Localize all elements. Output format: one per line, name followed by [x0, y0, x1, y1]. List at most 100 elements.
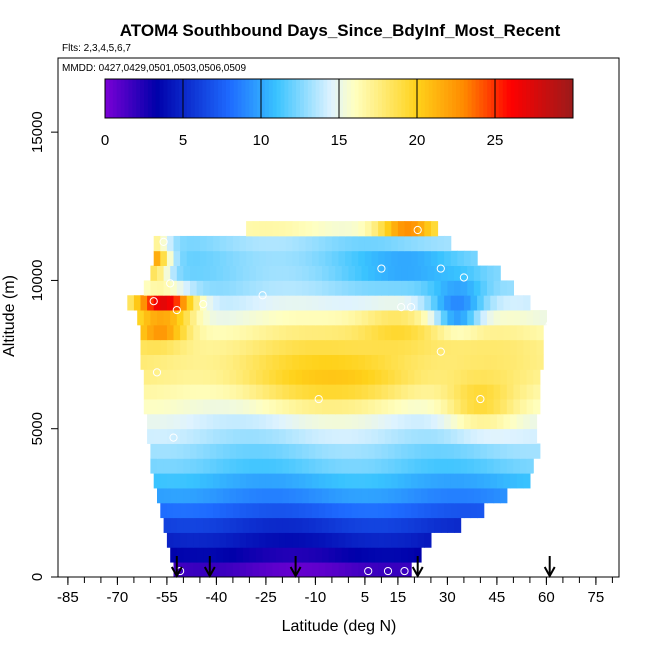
heat-cell [490, 339, 498, 355]
heat-cell [302, 399, 310, 415]
heat-cell [180, 473, 188, 489]
colorbar-swatch [537, 79, 543, 118]
colorbar-swatch [561, 79, 566, 118]
heat-cell [513, 384, 521, 400]
heat-cell [289, 547, 297, 563]
heat-cell [256, 265, 264, 281]
heat-cell [170, 280, 178, 296]
heat-cell [368, 488, 376, 504]
heat-cell [381, 265, 389, 281]
heat-cell [203, 310, 211, 326]
heat-cell [242, 384, 250, 400]
heat-cell [322, 384, 330, 400]
heat-cell [305, 532, 313, 548]
flight-arrow-head [170, 566, 183, 579]
sample-point [383, 566, 393, 576]
heat-cell [325, 532, 333, 548]
heat-cell [404, 413, 412, 430]
heat-cell [166, 295, 175, 311]
heat-cell [246, 532, 254, 548]
heat-cell [348, 280, 356, 296]
heat-cell [298, 295, 307, 311]
heat-cell [246, 295, 254, 311]
heat-cell [421, 458, 429, 474]
heat-cell [394, 458, 402, 474]
heat-cell [239, 428, 247, 444]
heat-cell [364, 295, 373, 311]
y-tick-label: 15000 [29, 111, 46, 153]
heat-cell [477, 354, 485, 370]
heat-cell [364, 235, 373, 252]
heat-cell [295, 488, 303, 504]
heat-cell [206, 413, 214, 430]
heat-cell [239, 235, 247, 252]
heat-cell [444, 413, 452, 430]
heat-cell [520, 384, 528, 400]
heat-cell [252, 532, 260, 548]
heat-cell [163, 458, 171, 474]
heat-cell [322, 399, 330, 415]
heat-cell [397, 339, 406, 355]
colorbar-swatch [175, 79, 180, 118]
heat-cell [374, 310, 382, 326]
heat-cell [331, 562, 340, 577]
heat-cell [223, 443, 231, 459]
heat-cell [371, 221, 379, 237]
heat-cell [305, 502, 313, 519]
heat-cell [457, 413, 465, 430]
heat-cell [440, 443, 448, 459]
heat-cell [503, 473, 511, 489]
heat-cell [239, 295, 247, 311]
heat-cell [232, 502, 241, 519]
heat-cell [480, 458, 488, 474]
heat-cell [477, 324, 485, 341]
heat-cell [285, 413, 293, 430]
heat-cell [401, 488, 409, 504]
heat-cell [203, 488, 211, 504]
colorbar-swatch [190, 79, 196, 118]
heat-cell [295, 458, 303, 474]
heat-cell [411, 235, 419, 252]
heat-cell [216, 399, 224, 415]
heat-cell [401, 443, 409, 459]
heat-cell [160, 324, 168, 341]
heat-cell [265, 250, 274, 266]
heat-cell [226, 413, 234, 430]
heat-cell [450, 473, 458, 489]
heat-cell [166, 413, 175, 430]
heat-cell [163, 443, 171, 459]
heat-cell [378, 473, 386, 489]
heat-cell [331, 250, 340, 266]
heat-cell [388, 517, 396, 533]
heat-cell [153, 473, 161, 489]
heat-cell [424, 502, 432, 519]
heat-cell [160, 339, 168, 355]
heat-cell [397, 428, 406, 444]
heat-cell [279, 354, 287, 370]
heat-cell [256, 369, 264, 385]
heat-cell [361, 458, 369, 474]
heat-cell [440, 265, 448, 281]
heat-cell [289, 310, 297, 326]
heat-cell [529, 428, 538, 444]
heat-cell [176, 488, 184, 504]
heat-cell [186, 473, 194, 489]
colorbar-swatch [444, 79, 449, 118]
heat-cell [150, 399, 158, 415]
heat-cell [206, 502, 214, 519]
heat-cell [285, 502, 293, 519]
heat-cell [239, 473, 247, 489]
heat-cell [318, 562, 326, 577]
heat-cell [364, 428, 373, 444]
heat-cell [236, 310, 244, 326]
heat-cell [487, 369, 495, 385]
heat-cell [213, 428, 221, 444]
heat-cell [417, 324, 425, 341]
heat-cell [252, 235, 260, 252]
heat-cell [331, 221, 340, 237]
heat-cell [493, 384, 501, 400]
heat-cell [487, 310, 495, 326]
heat-cell [252, 428, 260, 444]
heat-cell [275, 369, 283, 385]
heat-cell [381, 547, 389, 563]
